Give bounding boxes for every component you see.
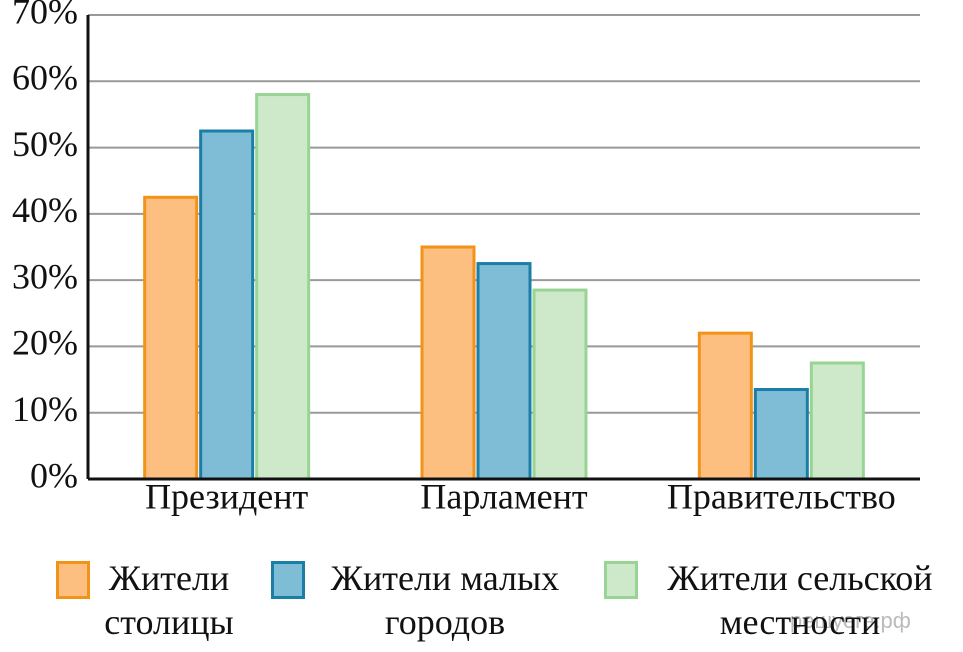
watermark: решуегэ.рф [790,608,911,633]
y-tick-label: 40% [12,190,78,230]
y-tick-label: 50% [12,124,78,164]
bar [420,245,476,481]
y-tick-label: 70% [12,0,78,31]
bar [697,331,753,481]
legend-swatch [271,561,305,599]
y-tick-label: 0% [30,455,78,495]
bar [476,262,532,481]
bar [532,288,588,481]
bar [809,361,865,481]
y-tick-label: 10% [12,389,78,429]
x-tick-label: Президент [145,476,308,516]
legend-label: Жители малых городов [330,558,560,642]
bar [199,129,255,481]
x-tick-label: Правительство [667,476,896,516]
x-tick-label: Парламент [420,476,587,516]
bar [143,195,199,481]
y-tick-label: 60% [12,58,78,98]
legend-swatch [56,561,90,599]
y-tick-label: 30% [12,256,78,296]
legend-label: Жители столицы [104,558,234,642]
bar [255,93,311,481]
legend-label: Жители сельской местности [667,558,933,642]
legend-swatch [604,561,638,599]
bar [753,388,809,481]
y-tick-label: 20% [12,323,78,363]
